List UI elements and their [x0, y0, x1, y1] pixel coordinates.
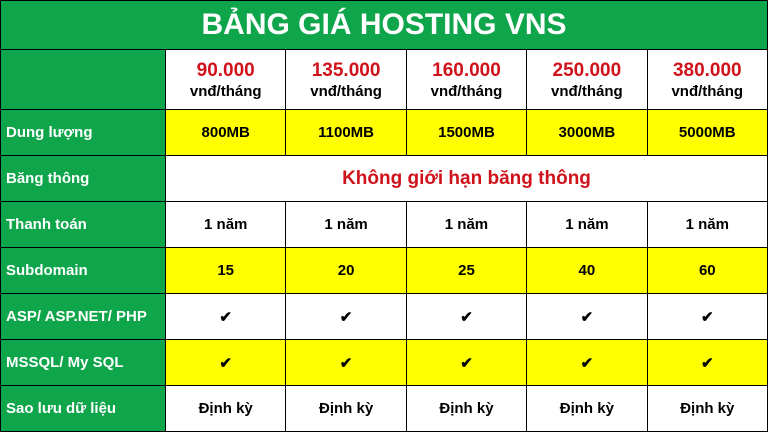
table-row-subdomain: Subdomain 15 20 25 40 60	[0, 247, 768, 294]
row-label: ASP/ ASP.NET/ PHP	[0, 293, 166, 340]
table-title: BẢNG GIÁ HOSTING VNS	[0, 0, 768, 50]
row-value: 1 năm	[405, 201, 528, 248]
plan-unit: vnđ/tháng	[551, 83, 623, 100]
plan-header: 160.000 vnđ/tháng	[405, 49, 528, 110]
bandwidth-value: Không giới hạn băng thông	[165, 155, 768, 202]
row-value: 25	[405, 247, 528, 294]
table-row-backup: Sao lưu dữ liệu Định kỳ Định kỳ Định kỳ Định…	[0, 385, 768, 432]
row-label: MSSQL/ My SQL	[0, 339, 166, 386]
plan-price: 90.000	[196, 60, 255, 81]
row-value: 15	[164, 247, 287, 294]
check-icon: ✔	[646, 293, 768, 340]
plan-price: 160.000	[432, 60, 501, 81]
check-icon: ✔	[405, 293, 528, 340]
row-value: Định kỳ	[285, 385, 407, 432]
plan-unit: vnđ/tháng	[430, 83, 503, 100]
plan-unit: vnđ/tháng	[671, 83, 744, 100]
header-empty-cell	[0, 49, 166, 110]
check-icon: ✔	[526, 293, 648, 340]
row-label: Băng thông	[0, 155, 166, 202]
plan-header: 90.000 vnđ/tháng	[164, 49, 287, 110]
row-value: 1 năm	[164, 201, 287, 248]
check-icon: ✔	[164, 293, 287, 340]
row-label: Subdomain	[0, 247, 166, 294]
check-icon: ✔	[285, 293, 407, 340]
row-value: 3000MB	[526, 109, 648, 156]
row-value: 1 năm	[646, 201, 768, 248]
row-value: Định kỳ	[405, 385, 528, 432]
row-label: Sao lưu dữ liệu	[0, 385, 166, 432]
row-value: 1 năm	[526, 201, 648, 248]
row-value: 20	[285, 247, 407, 294]
check-icon: ✔	[646, 339, 768, 386]
row-value: 1500MB	[405, 109, 528, 156]
row-value: 1 năm	[285, 201, 407, 248]
row-value: 60	[646, 247, 768, 294]
plan-price: 380.000	[672, 60, 742, 81]
plan-header: 250.000 vnđ/tháng	[526, 49, 648, 110]
row-value: Định kỳ	[526, 385, 648, 432]
row-value: 1100MB	[285, 109, 407, 156]
table-row-payment: Thanh toán 1 năm 1 năm 1 năm 1 năm 1 năm	[0, 201, 768, 248]
check-icon: ✔	[405, 339, 528, 386]
row-value: Định kỳ	[646, 385, 768, 432]
plan-price: 250.000	[552, 60, 622, 81]
table-row-sql: MSSQL/ My SQL ✔ ✔ ✔ ✔ ✔	[0, 339, 768, 386]
plan-header: 135.000 vnđ/tháng	[285, 49, 407, 110]
check-icon: ✔	[526, 339, 648, 386]
plan-price: 135.000	[311, 60, 381, 81]
plan-unit: vnđ/tháng	[310, 83, 382, 100]
row-value: 800MB	[164, 109, 287, 156]
row-value: 40	[526, 247, 648, 294]
row-label: Dung lượng	[0, 109, 166, 156]
row-value: Định kỳ	[164, 385, 287, 432]
plan-header: 380.000 vnđ/tháng	[646, 49, 768, 110]
check-icon: ✔	[285, 339, 407, 386]
check-icon: ✔	[164, 339, 287, 386]
row-value: 5000MB	[646, 109, 768, 156]
table-row-asp: ASP/ ASP.NET/ PHP ✔ ✔ ✔ ✔ ✔	[0, 293, 768, 340]
table-row-storage: Dung lượng 800MB 1100MB 1500MB 3000MB 5000MB	[0, 109, 768, 156]
plan-unit: vnđ/tháng	[189, 83, 262, 100]
row-label: Thanh toán	[0, 201, 166, 248]
